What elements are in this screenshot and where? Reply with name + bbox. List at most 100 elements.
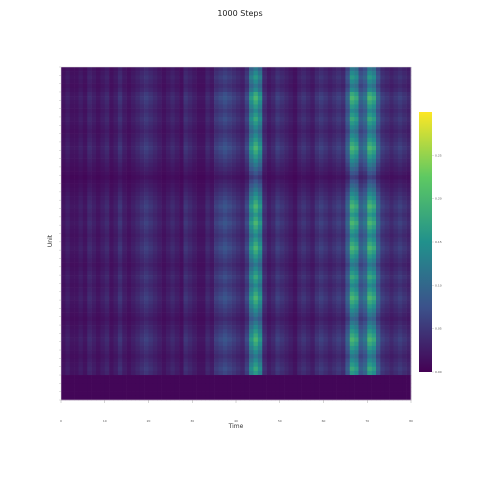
heatmap-cell — [231, 79, 237, 84]
heatmap-cell — [87, 279, 92, 284]
heatmap-cell — [144, 266, 149, 272]
heatmap-cell — [288, 275, 294, 280]
heatmap-cell — [362, 212, 368, 218]
heatmap-cell — [358, 187, 364, 193]
heatmap-cell — [126, 291, 132, 297]
heatmap-cell — [341, 133, 346, 139]
heatmap-cell — [170, 191, 176, 197]
heatmap-cell — [345, 287, 351, 293]
heatmap-cell — [266, 67, 272, 72]
heatmap-cell — [113, 204, 119, 209]
heatmap-cell — [61, 154, 66, 159]
heatmap-cell — [349, 300, 355, 305]
heatmap-cell — [117, 137, 123, 143]
heatmap-cell — [231, 83, 237, 89]
heatmap-cell — [148, 295, 154, 301]
heatmap-cell — [87, 175, 92, 180]
heatmap-cell — [332, 304, 337, 309]
heatmap-cell — [131, 133, 136, 139]
heatmap-cell — [332, 312, 337, 318]
heatmap-cell — [406, 75, 412, 80]
heatmap-cell — [389, 121, 394, 126]
heatmap-cell — [257, 171, 263, 176]
heatmap-cell — [192, 216, 197, 222]
heatmap-cell — [310, 320, 316, 326]
heatmap-cell — [376, 229, 381, 234]
heatmap-cell — [284, 179, 289, 184]
heatmap-cell — [187, 196, 193, 201]
heatmap-cell — [166, 245, 171, 251]
heatmap-cell — [157, 179, 162, 184]
heatmap-cell — [227, 79, 232, 84]
heatmap-cell — [253, 112, 259, 118]
heatmap-cell — [271, 121, 276, 126]
heatmap-cell — [336, 279, 342, 284]
heatmap-cell — [113, 312, 119, 318]
heatmap-cell — [209, 208, 215, 213]
heatmap-cell — [358, 100, 364, 105]
heatmap-cell — [253, 258, 259, 263]
heatmap-cell — [345, 291, 351, 297]
heatmap-cell — [406, 312, 412, 318]
heatmap-cell — [196, 258, 202, 263]
heatmap-cell — [218, 279, 224, 284]
heatmap-cell — [253, 254, 259, 259]
heatmap-cell — [183, 212, 189, 218]
heatmap-cell — [69, 175, 75, 180]
heatmap-cell — [349, 108, 355, 114]
heatmap-cell — [144, 316, 149, 322]
heatmap-cell — [82, 283, 88, 288]
heatmap-cell — [65, 266, 71, 272]
heatmap-cell — [323, 125, 329, 130]
heatmap-cell — [205, 316, 211, 322]
heatmap-cell — [201, 200, 206, 205]
heatmap-cell — [279, 204, 285, 209]
heatmap-cell — [139, 308, 145, 313]
heatmap-cell — [288, 133, 294, 139]
heatmap-cell — [253, 183, 259, 189]
heatmap-cell — [244, 166, 250, 172]
heatmap-cell — [170, 150, 176, 155]
heatmap-cell — [91, 212, 97, 218]
heatmap-cell — [131, 241, 136, 247]
heatmap-cell — [65, 100, 71, 105]
heatmap-cell — [236, 308, 241, 313]
heatmap-cell — [78, 266, 84, 272]
heatmap-cell — [345, 154, 351, 159]
heatmap-cell — [292, 158, 298, 164]
heatmap-cell — [358, 158, 364, 164]
heatmap-cell — [131, 221, 136, 226]
heatmap-cell — [148, 75, 154, 80]
heatmap-cell — [380, 308, 386, 313]
heatmap-cell — [174, 91, 180, 97]
heatmap-cell — [354, 100, 359, 105]
heatmap-cell — [122, 291, 127, 297]
heatmap-cell — [376, 312, 381, 318]
heatmap-cell — [306, 196, 311, 201]
heatmap-cell — [82, 175, 88, 180]
heatmap-cell — [214, 295, 219, 301]
heatmap-cell — [126, 150, 132, 155]
heatmap-cell — [139, 79, 145, 84]
heatmap-cell — [196, 179, 202, 184]
heatmap-cell — [179, 179, 184, 184]
heatmap-cell — [183, 125, 189, 130]
heatmap-cell — [393, 79, 399, 84]
heatmap-cell — [91, 262, 97, 268]
heatmap-cell — [201, 266, 206, 272]
heatmap-cell — [122, 175, 127, 180]
heatmap-cell — [236, 166, 241, 172]
heatmap-cell — [174, 266, 180, 272]
heatmap-cell — [227, 233, 232, 238]
heatmap-cell — [166, 320, 171, 326]
heatmap-cell — [371, 229, 377, 234]
heatmap-cell — [310, 91, 316, 97]
heatmap-cell — [231, 312, 237, 318]
heatmap-cell — [367, 266, 372, 272]
heatmap-cell — [209, 308, 215, 313]
heatmap-cell — [354, 187, 359, 193]
heatmap-cell — [196, 270, 202, 276]
heatmap-cell — [279, 291, 285, 297]
heatmap-cell — [354, 262, 359, 268]
heatmap-cell — [126, 83, 132, 89]
